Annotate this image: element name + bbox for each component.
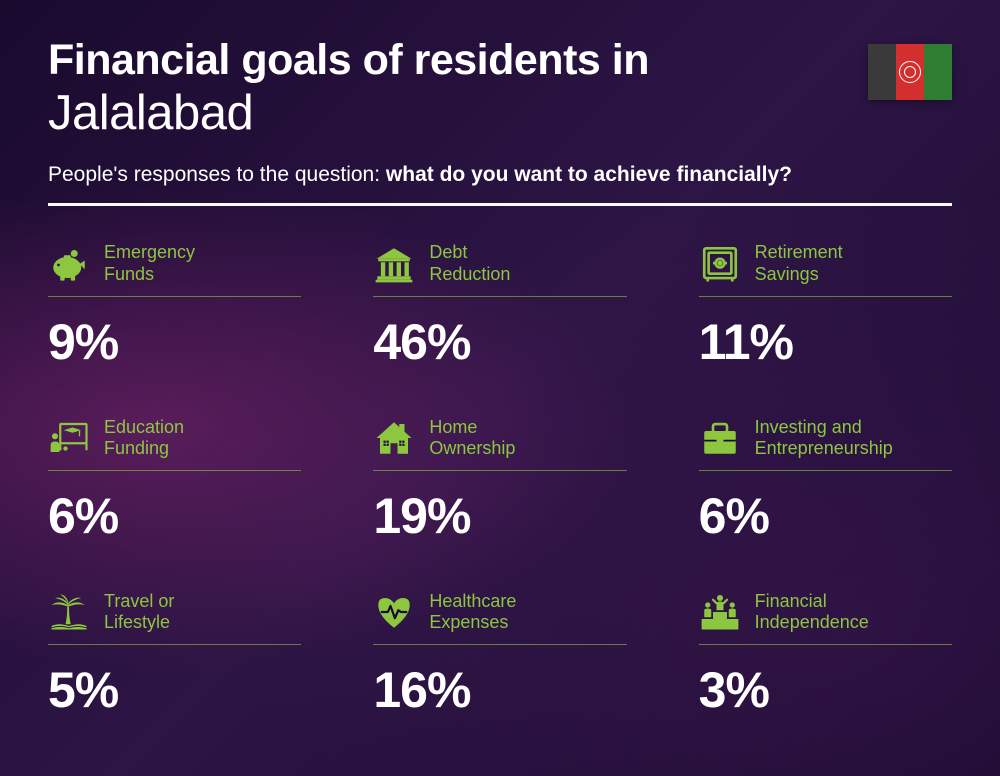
goal-item-head: FinancialIndependence (699, 591, 952, 645)
goal-value: 16% (373, 661, 626, 719)
subtitle: People's responses to the question: what… (48, 163, 952, 187)
goal-label: DebtReduction (429, 242, 510, 285)
header-divider (48, 203, 952, 206)
flag-afghanistan (868, 44, 952, 100)
goal-item-head: EmergencyFunds (48, 242, 301, 296)
flag-stripe-1 (868, 44, 896, 100)
goal-item: EducationFunding 6% (48, 417, 301, 545)
goal-item: DebtReduction 46% (373, 242, 626, 370)
goal-item: HealthcareExpenses 16% (373, 591, 626, 719)
subtitle-question: what do you want to achieve financially? (386, 163, 792, 186)
goal-item-head: HealthcareExpenses (373, 591, 626, 645)
goal-value: 3% (699, 661, 952, 719)
goal-value: 9% (48, 313, 301, 371)
goal-label: Travel orLifestyle (104, 591, 174, 634)
goal-value: 46% (373, 313, 626, 371)
flag-stripe-3 (924, 44, 952, 100)
goal-value: 6% (48, 487, 301, 545)
goals-grid: EmergencyFunds 9% DebtReduction 46% Retireme… (48, 242, 952, 719)
goal-label: HealthcareExpenses (429, 591, 516, 634)
goal-item: Travel orLifestyle 5% (48, 591, 301, 719)
house-icon (373, 417, 415, 459)
goal-value: 19% (373, 487, 626, 545)
goal-item-head: Investing andEntrepreneurship (699, 417, 952, 471)
goal-item-head: EducationFunding (48, 417, 301, 471)
goal-item-head: RetirementSavings (699, 242, 952, 296)
goal-item: Investing andEntrepreneurship 6% (699, 417, 952, 545)
education-icon (48, 417, 90, 459)
heart-icon (373, 591, 415, 633)
title-line-2: Jalalabad (48, 85, 952, 141)
flag-emblem-icon (899, 61, 921, 83)
briefcase-icon (699, 417, 741, 459)
flag-stripe-2 (896, 44, 924, 100)
goal-value: 11% (699, 313, 952, 371)
subtitle-prefix: People's responses to the question: (48, 163, 386, 186)
goal-label: EducationFunding (104, 417, 184, 460)
goal-item: EmergencyFunds 9% (48, 242, 301, 370)
goal-item-head: DebtReduction (373, 242, 626, 296)
goal-item-head: Travel orLifestyle (48, 591, 301, 645)
goal-item: RetirementSavings 11% (699, 242, 952, 370)
piggy-bank-icon (48, 243, 90, 285)
goal-value: 5% (48, 661, 301, 719)
goal-value: 6% (699, 487, 952, 545)
goal-item: HomeOwnership 19% (373, 417, 626, 545)
safe-icon (699, 243, 741, 285)
goal-item-head: HomeOwnership (373, 417, 626, 471)
goal-label: RetirementSavings (755, 242, 843, 285)
goal-label: FinancialIndependence (755, 591, 869, 634)
podium-icon (699, 591, 741, 633)
palm-icon (48, 591, 90, 633)
goal-label: EmergencyFunds (104, 242, 195, 285)
bank-icon (373, 243, 415, 285)
goal-item: FinancialIndependence 3% (699, 591, 952, 719)
goal-label: Investing andEntrepreneurship (755, 417, 893, 460)
goal-label: HomeOwnership (429, 417, 515, 460)
header: Financial goals of residents in Jalalaba… (48, 38, 952, 206)
title-line-1: Financial goals of residents in (48, 38, 952, 83)
